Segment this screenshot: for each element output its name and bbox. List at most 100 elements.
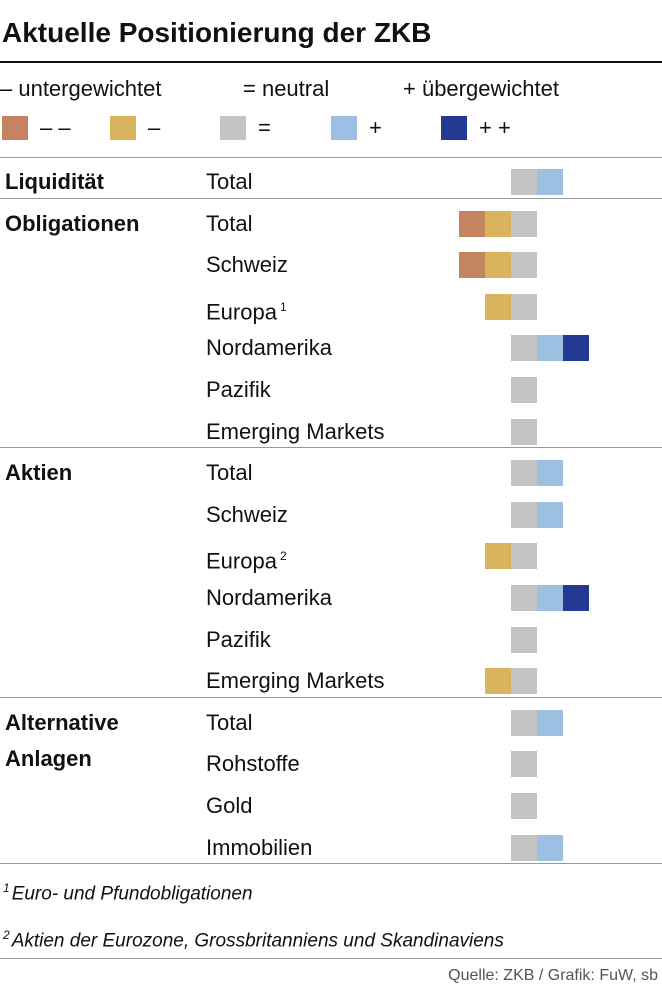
row-label-text: Rohstoffe xyxy=(206,751,300,777)
row-label: Total xyxy=(206,211,252,237)
legend-swatch xyxy=(441,116,467,140)
legend-text: – untergewichtet xyxy=(0,76,162,101)
position-block xyxy=(511,543,537,570)
row-label: Emerging Markets xyxy=(206,419,385,445)
row-label: Total xyxy=(206,710,252,736)
legend-label: = xyxy=(258,115,271,140)
row-label-text: Europa xyxy=(206,548,277,574)
position-block xyxy=(537,709,563,736)
row-label: Schweiz xyxy=(206,252,288,278)
row-label: Schweiz xyxy=(206,502,288,528)
group-label: Alternative Anlagen xyxy=(5,709,119,771)
row-label-text: Total xyxy=(206,460,253,486)
position-block xyxy=(459,252,485,279)
row-label: Total xyxy=(206,169,252,195)
legend-label: – – xyxy=(40,115,71,140)
row-label-text: Schweiz xyxy=(206,252,288,278)
row-label: Immobilien xyxy=(206,835,312,861)
position-block xyxy=(511,252,537,279)
row-label: Nordamerika xyxy=(206,585,332,611)
row-label-text: Total xyxy=(206,709,253,735)
separator xyxy=(0,958,662,959)
row-label-text: Emerging Markets xyxy=(206,668,385,694)
position-block xyxy=(537,834,563,861)
position-block xyxy=(511,834,537,861)
position-block xyxy=(485,293,511,320)
row-label-text: Immobilien xyxy=(206,834,313,860)
legend-label: – xyxy=(148,115,161,140)
position-block xyxy=(511,460,537,487)
legend-swatch xyxy=(331,116,357,140)
title-rule xyxy=(0,61,662,63)
footnote-text: Euro- und Pfundobligationen xyxy=(11,883,253,905)
row-label-text: Schweiz xyxy=(206,501,288,527)
position-block xyxy=(511,501,537,528)
row-label-text: Nordamerika xyxy=(206,335,332,361)
position-block xyxy=(511,709,537,736)
position-block xyxy=(511,377,537,403)
row-label-text: Europa xyxy=(206,299,277,325)
position-block xyxy=(511,293,537,320)
position-block xyxy=(537,335,563,362)
position-block xyxy=(537,460,563,487)
group-label: Aktien xyxy=(5,460,73,486)
row-label-text: Gold xyxy=(206,793,253,818)
footnote-text: Aktien der Eurozone, Grossbritanniens un… xyxy=(11,930,504,952)
position-block xyxy=(563,585,589,611)
row-label: Europa 1 xyxy=(206,294,287,325)
separator xyxy=(0,157,662,158)
position-block xyxy=(511,668,537,695)
row-label: Europa 2 xyxy=(206,543,287,574)
position-block xyxy=(485,210,511,237)
row-label-text: Total xyxy=(206,210,253,236)
row-label: Nordamerika xyxy=(206,335,332,361)
row-label: Emerging Markets xyxy=(206,668,385,694)
legend-swatch xyxy=(220,116,246,140)
legend-label: + xyxy=(369,115,382,140)
position-block xyxy=(511,418,537,445)
footnote-mark: 2 xyxy=(279,549,287,564)
group-label: Obligationen xyxy=(5,210,140,236)
separator xyxy=(0,696,662,698)
legend-label: + + xyxy=(479,115,511,140)
position-block xyxy=(485,543,511,570)
position-block xyxy=(563,335,589,362)
legend-swatch xyxy=(2,116,28,140)
position-block xyxy=(511,335,537,362)
footnote-mark: 2 xyxy=(3,928,10,942)
chart-title: Aktuelle Positionierung der ZKB xyxy=(2,17,432,48)
position-block xyxy=(485,668,511,695)
row-label-text: Nordamerika xyxy=(206,585,332,610)
row-label: Gold xyxy=(206,793,252,819)
position-block xyxy=(537,501,563,528)
legend-swatch xyxy=(110,116,136,140)
position-block xyxy=(511,751,537,778)
position-block xyxy=(537,169,563,195)
row-label: Total xyxy=(206,460,252,486)
row-label-text: Pazifik xyxy=(206,626,271,652)
separator xyxy=(0,447,662,449)
position-block xyxy=(485,252,511,279)
position-block xyxy=(537,585,563,611)
footnote: 2 Aktien der Eurozone, Grossbritanniens u… xyxy=(3,923,504,953)
position-block xyxy=(511,626,537,653)
row-label-text: Emerging Markets xyxy=(206,418,385,444)
row-label-text: Total xyxy=(206,169,253,194)
source: Quelle: ZKB / Grafik: FuW, sb xyxy=(448,967,658,984)
position-block xyxy=(511,793,537,819)
group-label: Liquidität xyxy=(5,169,104,194)
footnote-mark: 1 xyxy=(3,881,10,895)
separator xyxy=(0,863,662,865)
position-block xyxy=(511,210,537,237)
separator xyxy=(0,197,662,199)
position-block xyxy=(459,210,485,237)
row-label: Pazifik xyxy=(206,627,271,653)
row-label-text: Pazifik xyxy=(206,377,271,402)
position-block xyxy=(511,169,537,195)
position-block xyxy=(511,585,537,611)
footnote: 1 Euro- und Pfundobligationen xyxy=(3,876,253,906)
legend-text: + übergewichtet xyxy=(403,76,559,101)
row-label: Rohstoffe xyxy=(206,751,300,777)
legend-text: = neutral xyxy=(243,76,330,101)
